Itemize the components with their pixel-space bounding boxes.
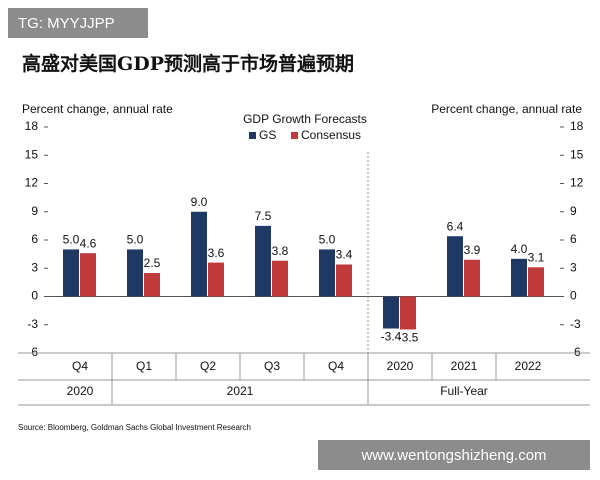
value-label: -3.5: [398, 331, 419, 345]
legend-swatch: [249, 132, 256, 139]
y-axis-label: Percent change, annual rate: [22, 102, 173, 116]
legend-label: GS: [259, 128, 276, 142]
y2-tick-label: -6: [570, 345, 581, 359]
x-tick-label: Q2: [200, 359, 216, 373]
value-label: 3.6: [208, 246, 225, 260]
value-label: 4.0: [511, 242, 528, 256]
bar: [447, 236, 463, 297]
y-tick-label: 3: [31, 260, 38, 274]
y2-tick-label: 18: [570, 119, 584, 133]
y-tick-label: 15: [25, 147, 39, 161]
bar: [63, 249, 79, 297]
bar: [127, 249, 143, 297]
x-tick-label: Q4: [328, 359, 344, 373]
y-tick-label: 9: [31, 204, 38, 218]
y2-tick-label: 9: [570, 204, 577, 218]
watermark-box: [318, 440, 590, 470]
value-label: 3.4: [336, 248, 353, 262]
y2-tick-label: 3: [570, 260, 577, 274]
x-tick-label: Q4: [72, 359, 88, 373]
legend-swatch: [291, 132, 298, 139]
y-tick-label: -6: [27, 345, 38, 359]
group-label: Full-Year: [440, 384, 488, 398]
y2-tick-label: 15: [570, 147, 584, 161]
value-label: 3.1: [528, 250, 545, 264]
value-label: 3.8: [272, 244, 289, 258]
y-tick-label: 18: [25, 119, 39, 133]
bar: [144, 272, 160, 297]
bar: [464, 259, 480, 297]
value-label: 2.5: [144, 256, 161, 270]
x-tick-label: 2020: [387, 359, 414, 373]
y-tick-label: 12: [25, 176, 39, 190]
x-tick-label: 2022: [515, 359, 542, 373]
bar: [208, 262, 224, 297]
x-tick-label: Q1: [136, 359, 152, 373]
legend-label: Consensus: [301, 128, 361, 142]
bar: [383, 296, 399, 329]
y2-tick-label: 6: [570, 232, 577, 246]
group-label: 2021: [227, 384, 254, 398]
bar: [511, 258, 527, 297]
x-tick-label: Q3: [264, 359, 280, 373]
value-label: 5.0: [63, 233, 80, 247]
legend-title: GDP Growth Forecasts: [243, 112, 367, 126]
group-label: 2020: [67, 384, 94, 398]
value-label: 5.0: [127, 233, 144, 247]
bar: [255, 225, 271, 297]
y2-tick-label: 12: [570, 176, 584, 190]
value-label: 9.0: [191, 195, 208, 209]
y-tick-label: -3: [27, 317, 38, 331]
value-label: 3.9: [464, 243, 481, 257]
y2-tick-label: 0: [570, 289, 577, 303]
chart-title: 高盛对美国GDP预测高于市场普遍预期: [22, 52, 354, 75]
source: Source: Bloomberg, Goldman Sachs Global …: [18, 423, 251, 432]
watermark: TG: MYYJJPP: [18, 15, 115, 32]
y2-tick-label: -3: [570, 317, 581, 331]
bar: [272, 260, 288, 297]
value-label: 5.0: [319, 233, 336, 247]
y2-axis-label: Percent change, annual rate: [431, 102, 582, 116]
value-label: -3.4: [381, 330, 402, 344]
bar: [400, 296, 416, 330]
bar: [80, 253, 96, 297]
value-label: 6.4: [447, 219, 464, 233]
watermark: www.wentongshizheng.com: [360, 447, 546, 464]
watermark-box: [8, 8, 148, 38]
value-label: 7.5: [255, 209, 272, 223]
y-tick-label: 6: [31, 232, 38, 246]
y-tick-label: 0: [31, 289, 38, 303]
bar: [336, 264, 352, 297]
x-tick-label: 2021: [451, 359, 478, 373]
bar: [319, 249, 335, 297]
value-label: 4.6: [80, 236, 97, 250]
bar: [191, 211, 207, 297]
bar: [528, 267, 544, 297]
